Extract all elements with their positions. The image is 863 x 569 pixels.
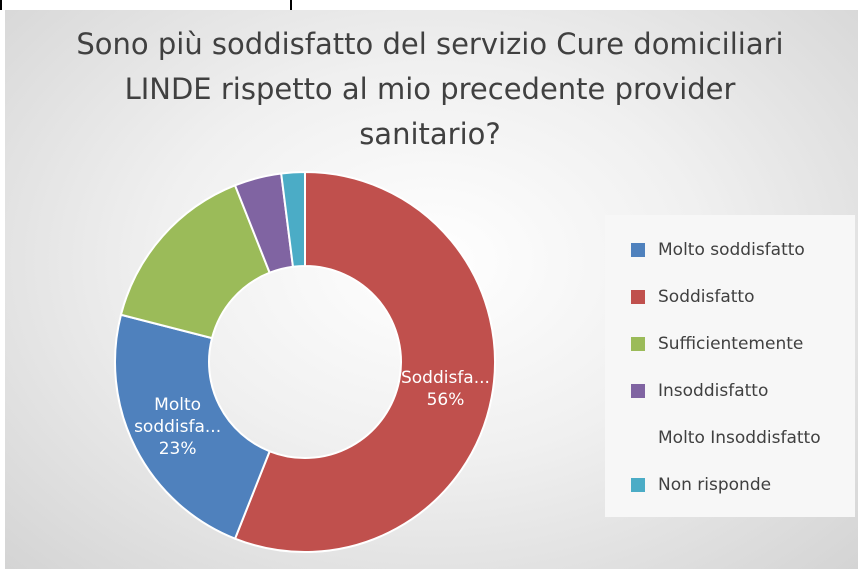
value-label: 23% (159, 439, 197, 459)
legend-label: Molto soddisfatto (658, 240, 805, 260)
label-name: Molto (154, 395, 201, 415)
label-name: Soddisfa... (401, 368, 490, 388)
table-border (0, 0, 863, 10)
label-name-cont: soddisfa... (134, 417, 221, 437)
legend-label: Non risponde (658, 475, 771, 495)
slice (233, 170, 496, 553)
legend-swatch (631, 478, 645, 492)
legend-label: Soddisfatto (658, 287, 755, 307)
data-label: Molto soddisfa... 23% (134, 395, 221, 459)
legend-swatch (631, 384, 645, 398)
legend-swatch (631, 243, 645, 257)
legend-box (605, 215, 855, 517)
slice (114, 313, 271, 540)
legend-swatch (631, 337, 645, 351)
slice (280, 170, 306, 268)
chart-title: Sono più soddisfatto del servizio Cure d… (76, 27, 784, 151)
data-label: Soddisfa... 56% (401, 368, 490, 410)
legend-swatch (631, 290, 645, 304)
legend-label: Sufficientemente (658, 334, 803, 354)
value-label: 56% (427, 390, 465, 410)
legend-label: Molto Insoddisfatto (658, 428, 821, 448)
legend-label: Insoddisfatto (658, 381, 768, 401)
